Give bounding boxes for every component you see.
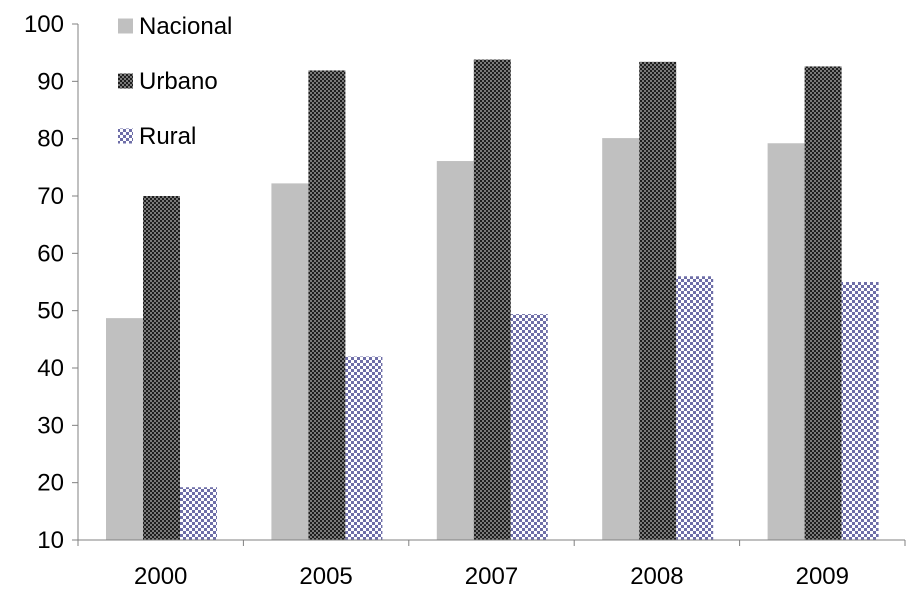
bar-nacional-2008	[602, 138, 640, 541]
bar-urbano-2008	[639, 61, 677, 541]
y-tick-label-40: 40	[37, 355, 64, 382]
bar-urbano-2000	[143, 196, 180, 540]
bar-rural-2008	[676, 276, 714, 540]
legend-item-rural: Rural	[118, 123, 196, 150]
y-tick-label-80: 80	[37, 126, 64, 153]
bar-rural-2005	[345, 356, 383, 540]
bar-urbano-2005	[308, 70, 346, 540]
bar-nacional-2009	[767, 143, 805, 540]
legend-label-urbano: Urbano	[139, 68, 218, 95]
x-tick-label-2005: 2005	[299, 563, 352, 590]
x-tick-label-2009: 2009	[796, 563, 849, 590]
bar-urbano-2007	[473, 59, 511, 541]
x-tick-label-2008: 2008	[630, 563, 683, 590]
y-tick-label-100: 100	[24, 11, 64, 38]
bars-layer	[106, 59, 879, 541]
y-tick-label-70: 70	[37, 183, 64, 210]
y-tick-label-90: 90	[37, 68, 64, 95]
x-tick-label-2007: 2007	[465, 563, 518, 590]
legend-swatch-urbano	[118, 73, 133, 89]
bar-nacional-2005	[271, 183, 309, 541]
bar-rural-2007	[510, 314, 548, 540]
bar-nacional-2007	[436, 161, 474, 540]
bar-urbano-2009	[804, 66, 842, 540]
y-tick-label-60: 60	[37, 240, 64, 267]
axes-layer: 10 20 30 40 50 60 70 80 90 100 2000 2005 2007 2008 200…	[24, 11, 906, 590]
bar-rural-2000	[180, 487, 217, 540]
legend-item-nacional: Nacional	[118, 13, 232, 40]
y-tick-label-10: 10	[37, 527, 64, 554]
y-tick-label-50: 50	[37, 298, 64, 325]
y-tick-label-20: 20	[37, 470, 64, 497]
legend-label-rural: Rural	[139, 123, 196, 150]
bar-nacional-2000	[106, 318, 143, 540]
bar-rural-2009	[841, 282, 879, 540]
legend-swatch-rural	[118, 128, 133, 144]
y-tick-label-30: 30	[37, 412, 64, 439]
x-tick-label-2000: 2000	[134, 563, 187, 590]
legend-swatch-nacional	[118, 18, 133, 34]
legend-label-nacional: Nacional	[139, 13, 232, 40]
legend: Nacional Urbano Rural	[118, 13, 232, 150]
legend-item-urbano: Urbano	[118, 68, 218, 95]
